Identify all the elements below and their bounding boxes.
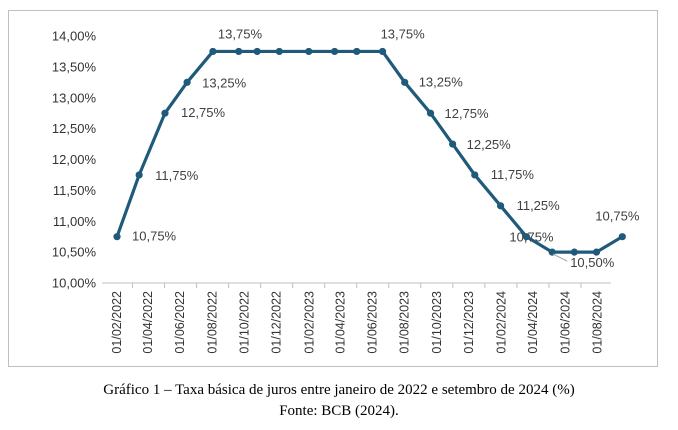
data-label: 11,75%	[155, 168, 199, 183]
data-label: 10,75%	[132, 229, 177, 244]
x-tick-label: 01/02/2022	[110, 291, 124, 354]
data-label: 11,25%	[517, 198, 561, 213]
data-label: 12,25%	[467, 137, 512, 152]
data-label-leader	[552, 253, 568, 262]
data-label: 10,50%	[570, 255, 615, 270]
data-point	[353, 47, 361, 56]
data-point	[209, 47, 217, 56]
data-point	[592, 248, 601, 256]
x-tick-label: 01/10/2022	[238, 291, 252, 354]
data-label: 11,75%	[491, 167, 535, 182]
x-tick-label: 01/12/2022	[270, 291, 284, 354]
x-tick-label: 01/04/2024	[526, 291, 540, 354]
data-label: 13,25%	[419, 74, 464, 89]
x-tick-label: 01/06/2023	[366, 291, 380, 354]
data-point	[378, 47, 387, 56]
y-tick-label: 10,00%	[52, 276, 97, 291]
x-tick-label: 01/08/2022	[205, 291, 219, 354]
data-label: 13,25%	[202, 75, 247, 90]
y-tick-label: 14,00%	[52, 29, 97, 44]
y-tick-label: 12,50%	[52, 121, 97, 136]
chart-caption-source: Fonte: BCB (2024).	[279, 403, 399, 419]
data-point	[113, 233, 121, 241]
data-point	[548, 248, 556, 256]
data-label: 12,75%	[181, 105, 226, 120]
line-chart: 10,00% 10,50% 11,00% 11,50% 12,00% 12,50% 13,0…	[52, 26, 640, 354]
x-tick-label: 01/08/2024	[591, 291, 605, 354]
y-tick-label: 12,00%	[52, 152, 97, 167]
data-point	[449, 140, 457, 148]
data-point	[331, 47, 339, 56]
chart-frame: 10,00% 10,50% 11,00% 11,50% 12,00% 12,50% 13,0…	[8, 10, 658, 367]
series-line	[115, 49, 624, 254]
x-tick-label: 01/10/2023	[430, 291, 444, 354]
x-tick-label: 01/06/2024	[558, 291, 572, 354]
data-point	[496, 202, 505, 210]
y-tick-label: 13,50%	[52, 59, 97, 74]
y-tick-label: 11,00%	[53, 214, 97, 229]
data-point	[235, 47, 243, 56]
data-point	[161, 109, 169, 117]
x-tick-label: 01/04/2022	[141, 291, 155, 354]
data-label: 10,75%	[595, 209, 640, 224]
data-label: 10,75%	[509, 230, 554, 245]
x-tick-label: 01/06/2022	[173, 291, 187, 354]
data-point	[275, 47, 283, 56]
data-label: 12,75%	[445, 106, 490, 121]
data-point	[522, 233, 531, 241]
chart-caption-title: Gráfico 1 – Taxa básica de juros entre j…	[103, 382, 575, 398]
data-label: 13,75%	[381, 26, 426, 41]
data-point	[135, 171, 143, 179]
data-point	[471, 171, 479, 179]
x-tick-label: 01/02/2024	[495, 291, 509, 354]
data-point	[618, 233, 626, 241]
y-tick-label: 13,00%	[52, 90, 97, 105]
data-point	[426, 109, 435, 117]
data-point	[570, 248, 578, 256]
y-tick-label: 10,50%	[52, 245, 97, 260]
data-point	[401, 78, 409, 86]
data-label: 13,75%	[218, 26, 263, 41]
x-tick-label: 01/12/2023	[462, 291, 476, 354]
data-point	[305, 47, 313, 56]
x-tick-label: 01/02/2023	[302, 291, 316, 354]
y-tick-label: 11,50%	[53, 183, 97, 198]
data-point	[253, 47, 261, 56]
data-point	[183, 78, 191, 86]
x-tick-label: 01/04/2023	[333, 291, 347, 354]
x-tick-label: 01/08/2023	[398, 291, 412, 354]
